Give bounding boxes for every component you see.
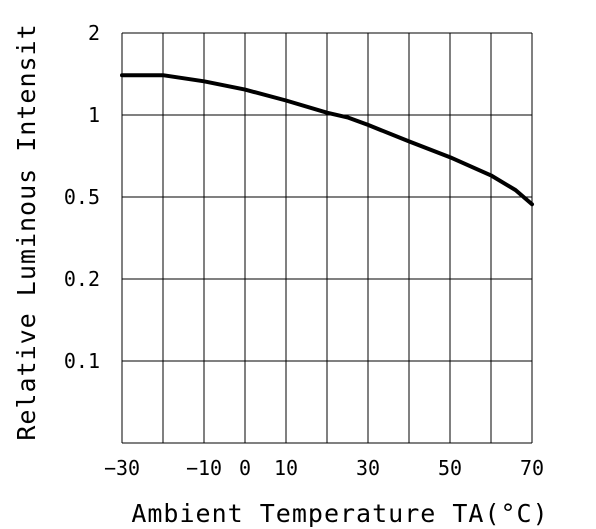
y-tick-label: 0.1 bbox=[64, 349, 100, 373]
x-tick-label: −30 bbox=[104, 456, 140, 480]
x-tick-label: 70 bbox=[520, 456, 544, 480]
y-tick-labels: 2 1 0.5 0.2 0.1 bbox=[64, 21, 100, 373]
grid bbox=[121, 32, 533, 444]
y-tick-label: 2 bbox=[88, 21, 100, 45]
x-tick-label: −10 bbox=[186, 456, 222, 480]
x-tick-label: 10 bbox=[274, 456, 298, 480]
x-tick-label: 0 bbox=[239, 456, 251, 480]
x-tick-label: 30 bbox=[356, 456, 380, 480]
y-tick-label: 0.2 bbox=[64, 267, 100, 291]
series-line bbox=[120, 73, 534, 207]
x-tick-labels: −30 −10 0 10 30 50 70 bbox=[104, 456, 544, 480]
y-axis-label: Relative Luminous Intensit bbox=[12, 23, 41, 440]
x-tick-label: 50 bbox=[438, 456, 462, 480]
x-axis-label: Ambient Temperature TA(°C) bbox=[131, 499, 548, 528]
y-tick-label: 0.5 bbox=[64, 185, 100, 209]
y-tick-label: 1 bbox=[88, 103, 100, 127]
